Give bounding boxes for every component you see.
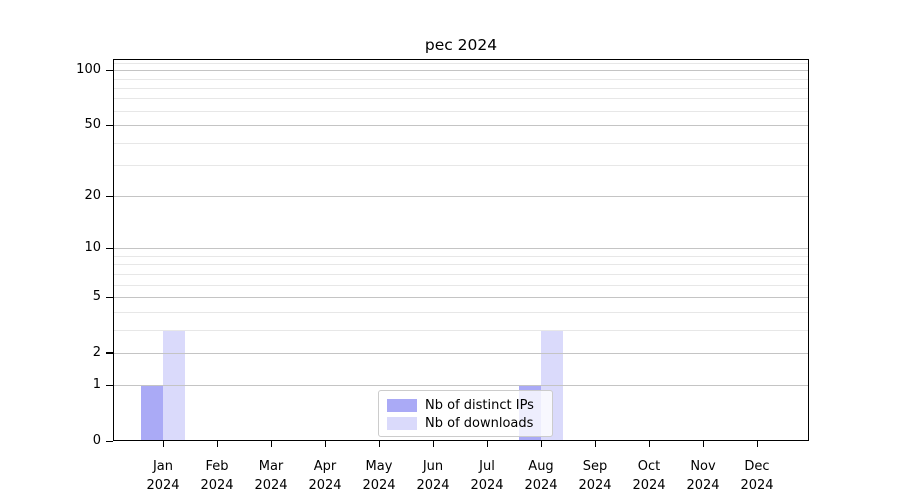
x-tick-year: 2024: [416, 478, 450, 493]
x-tick-month: Apr: [313, 459, 337, 474]
x-tick-year: 2024: [254, 478, 288, 493]
legend-label-downloads: Nb of downloads: [425, 415, 534, 431]
bar-distinct-ips: [141, 385, 163, 441]
minor-gridline: [114, 264, 808, 266]
x-tick-label: Dec 2024: [725, 457, 789, 495]
major-gridline: [114, 125, 808, 127]
x-tick-year: 2024: [470, 478, 504, 493]
x-tick-mark: [162, 441, 164, 447]
minor-gridline: [114, 284, 808, 286]
x-tick-label: Feb 2024: [185, 457, 249, 495]
x-tick-mark: [702, 441, 704, 447]
y-tick-mark: [106, 247, 113, 250]
minor-gridline: [114, 329, 808, 331]
x-tick-month: Aug: [528, 459, 554, 474]
x-tick-label: Jun 2024: [401, 457, 465, 495]
x-tick-year: 2024: [578, 478, 612, 493]
x-tick-month: Nov: [690, 459, 716, 474]
x-tick-mark: [216, 441, 218, 447]
x-tick-month: Jul: [479, 459, 495, 474]
y-tick-label: 50: [84, 117, 101, 133]
legend-swatch-distinct-ips: [387, 398, 417, 412]
x-tick-month: Jun: [422, 459, 444, 474]
legend-swatch-downloads: [387, 416, 417, 430]
chart-title: pec 2024: [424, 36, 498, 54]
y-tick-mark: [106, 296, 113, 298]
minor-gridline: [114, 78, 808, 80]
x-tick-label: Mar 2024: [239, 457, 303, 495]
x-tick-mark: [270, 441, 272, 447]
x-tick-label: May 2024: [347, 457, 411, 495]
x-tick-month: Dec: [744, 459, 770, 474]
y-tick-label: 2: [92, 344, 101, 360]
x-tick-year: 2024: [740, 478, 774, 493]
major-gridline: [114, 385, 808, 387]
legend-label-distinct-ips: Nb of distinct IPs: [425, 397, 534, 413]
x-tick-mark: [540, 441, 542, 447]
minor-gridline: [114, 142, 808, 144]
y-tick-mark: [106, 440, 113, 442]
x-tick-month: May: [365, 459, 393, 474]
minor-gridline: [114, 110, 808, 112]
minor-gridline: [114, 311, 808, 313]
x-tick-label: Sep 2024: [563, 457, 627, 495]
major-gridline: [114, 196, 808, 198]
y-tick-mark: [106, 195, 113, 198]
y-tick-label: 5: [92, 289, 101, 304]
x-tick-month: Jan: [152, 459, 174, 474]
minor-gridline: [114, 87, 808, 89]
y-tick-label: 20: [84, 188, 101, 204]
x-tick-label: Apr 2024: [293, 457, 357, 495]
y-tick-mark: [106, 384, 113, 387]
x-tick-year: 2024: [524, 478, 558, 493]
minor-gridline: [114, 273, 808, 275]
x-tick-label: Jan 2024: [131, 457, 195, 495]
x-tick-year: 2024: [308, 478, 342, 493]
x-tick-label: Aug 2024: [509, 457, 573, 495]
x-tick-label: Jul 2024: [455, 457, 519, 495]
major-gridline: [114, 70, 808, 72]
minor-gridline: [114, 98, 808, 100]
x-tick-mark: [378, 441, 380, 447]
bar-downloads: [163, 329, 185, 441]
x-tick-year: 2024: [632, 478, 666, 493]
x-tick-year: 2024: [200, 478, 234, 493]
x-tick-mark: [432, 441, 434, 447]
y-tick-label: 0: [92, 433, 101, 448]
major-gridline: [114, 248, 808, 250]
x-tick-year: 2024: [362, 478, 396, 493]
x-tick-label: Nov 2024: [671, 457, 735, 495]
major-gridline: [114, 297, 808, 298]
x-tick-label: Oct 2024: [617, 457, 681, 495]
y-tick-mark: [106, 69, 113, 72]
x-tick-mark: [486, 441, 488, 447]
x-tick-month: Mar: [258, 459, 284, 474]
x-tick-mark: [756, 441, 758, 447]
x-tick-year: 2024: [146, 478, 180, 493]
y-tick-mark: [106, 124, 113, 127]
minor-gridline: [114, 62, 808, 64]
major-gridline: [114, 352, 808, 354]
plot-border: [113, 59, 809, 441]
y-tick-label: 1: [92, 377, 101, 393]
chart-legend: Nb of distinct IPs Nb of downloads: [378, 390, 553, 437]
y-tick-label: 10: [84, 240, 101, 256]
minor-gridline: [114, 165, 808, 167]
x-tick-mark: [324, 441, 326, 447]
x-tick-mark: [594, 441, 596, 447]
x-tick-year: 2024: [686, 478, 720, 493]
y-tick-label: 100: [76, 62, 101, 78]
x-tick-month: Oct: [637, 459, 661, 474]
minor-gridline: [114, 255, 808, 257]
legend-item-distinct-ips: Nb of distinct IPs: [387, 396, 544, 414]
y-tick-mark: [106, 352, 113, 354]
x-tick-month: Sep: [582, 459, 608, 474]
x-tick-mark: [648, 441, 650, 447]
x-tick-month: Feb: [205, 459, 229, 474]
legend-item-downloads: Nb of downloads: [387, 414, 544, 432]
